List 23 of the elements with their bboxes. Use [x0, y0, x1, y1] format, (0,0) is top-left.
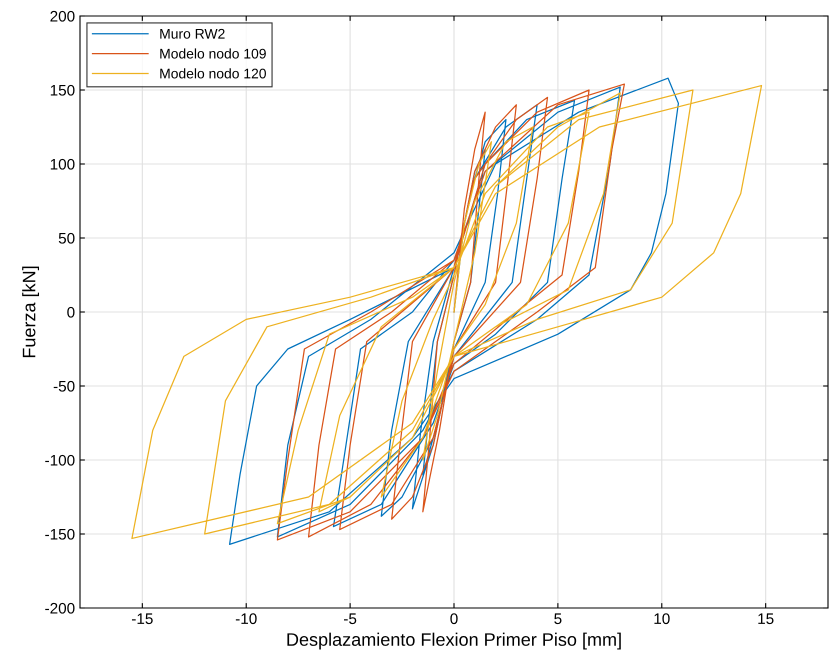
- x-tick-label: -10: [236, 613, 257, 624]
- line-series: [276, 83, 626, 541]
- y-axis-title: Fuerza [kN]: [22, 266, 40, 358]
- x-tick-label: -15: [132, 613, 153, 624]
- legend-label: Muro RW2: [160, 28, 225, 39]
- x-tick-label: 0: [450, 613, 458, 624]
- y-tick-label: 100: [50, 158, 75, 170]
- y-tick-label: 0: [67, 306, 75, 318]
- y-tick-label: 50: [58, 232, 75, 244]
- x-tick-label: 10: [654, 613, 670, 624]
- y-tick-label: 150: [50, 84, 75, 96]
- x-tick-label: -5: [344, 613, 356, 624]
- legend-label: Modelo nodo 120: [160, 68, 266, 78]
- y-tick-label: -50: [54, 380, 75, 392]
- y-tick-label: -150: [45, 528, 75, 540]
- line-series: [131, 84, 762, 540]
- x-tick-label: 15: [758, 613, 774, 624]
- x-tick-label: 5: [554, 613, 562, 624]
- legend-label: Modelo nodo 109: [160, 48, 266, 59]
- y-tick-label: -200: [45, 602, 75, 614]
- x-axis-title: Desplazamiento Flexion Primer Piso [mm]: [287, 632, 621, 650]
- y-tick-label: 200: [50, 10, 75, 22]
- y-tick-label: -100: [45, 454, 75, 466]
